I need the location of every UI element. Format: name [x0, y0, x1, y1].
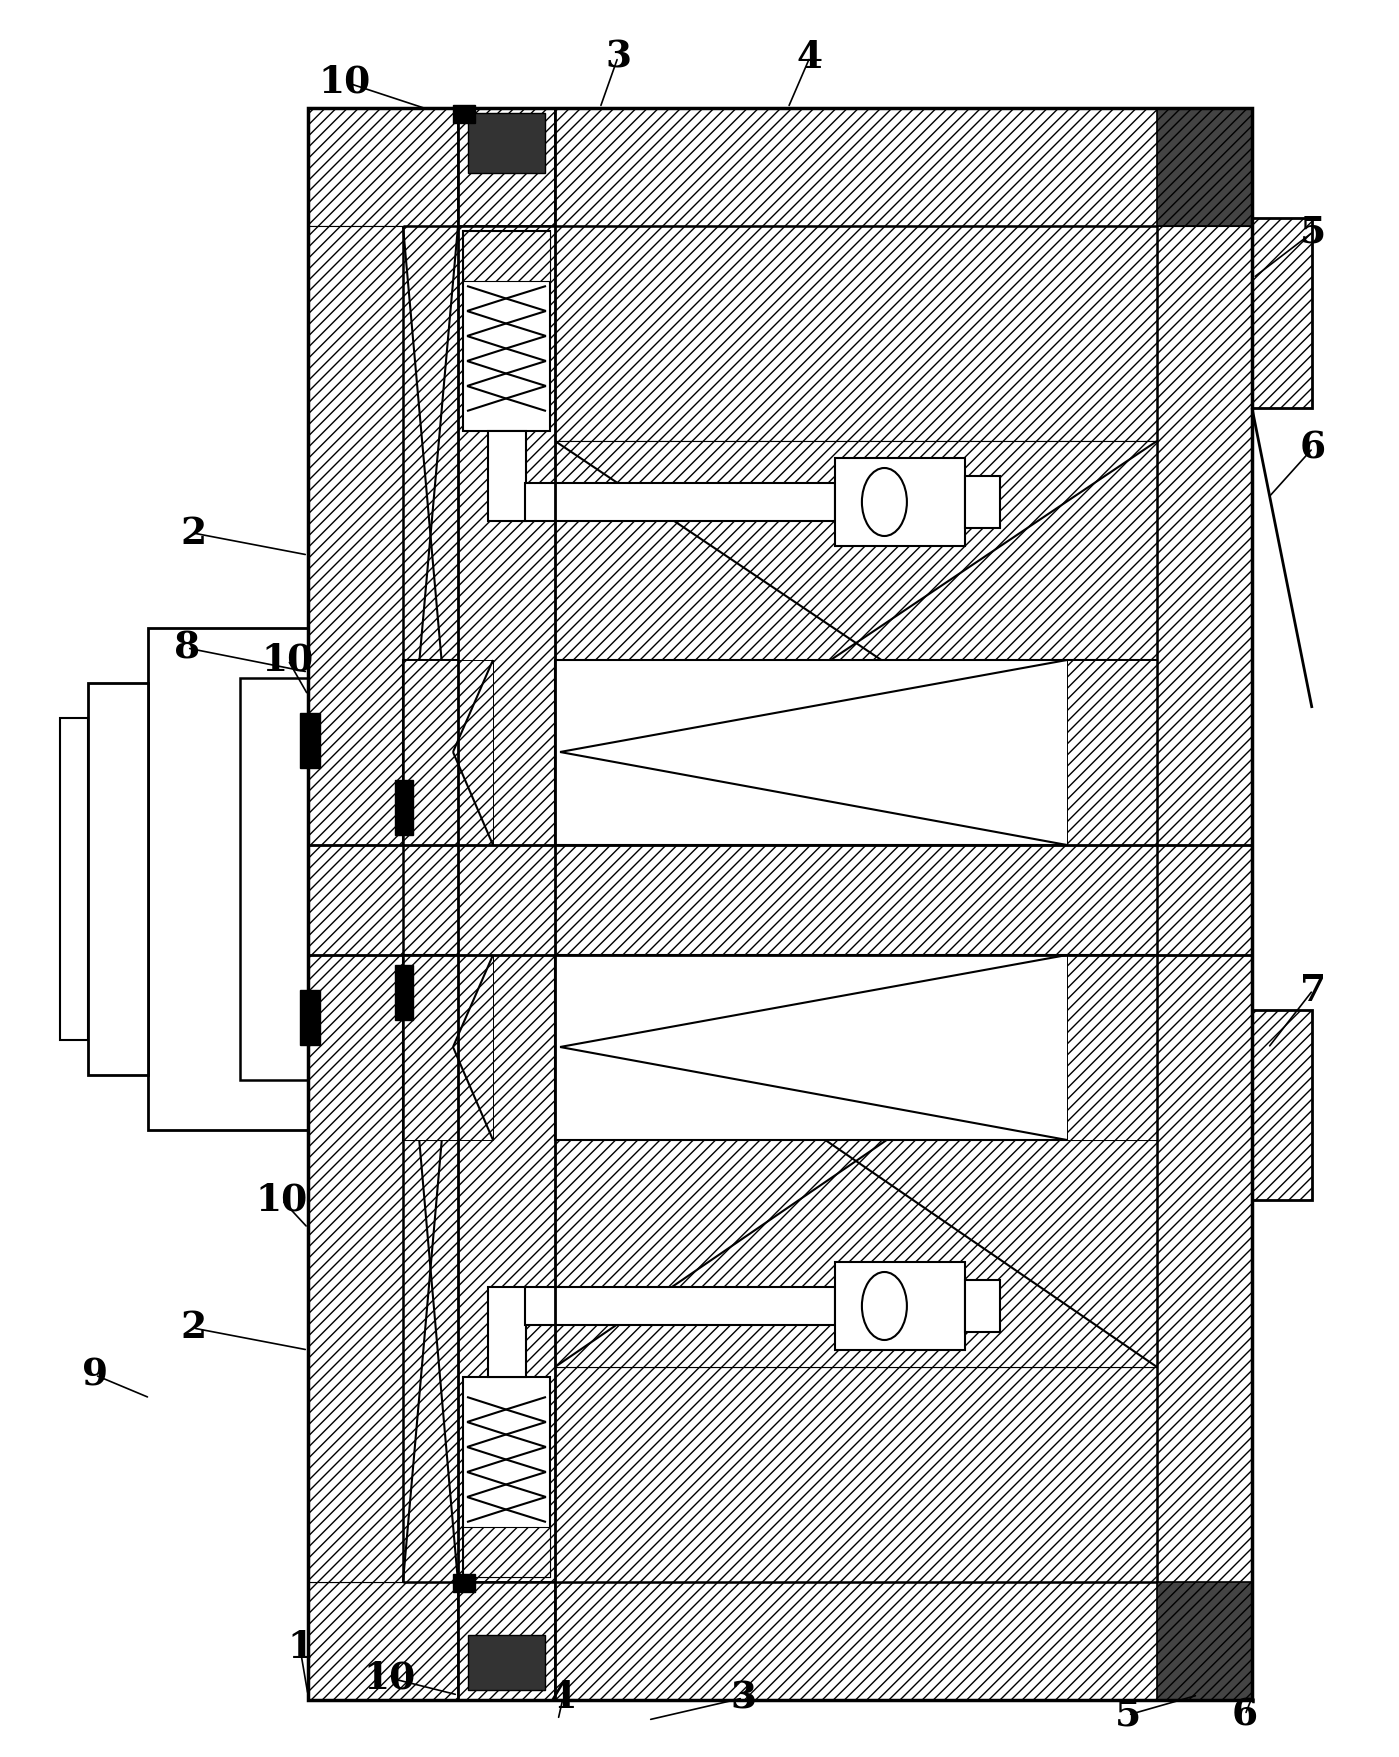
Text: 8: 8	[173, 629, 200, 666]
Bar	[463, 1377, 550, 1578]
Bar	[308, 1581, 1252, 1701]
Bar	[88, 683, 148, 1075]
Bar	[555, 227, 1157, 441]
Bar	[403, 956, 457, 1140]
Bar	[395, 965, 413, 1021]
Bar	[299, 713, 320, 768]
Bar	[403, 661, 457, 845]
Text: 2: 2	[180, 515, 206, 552]
Text: 6: 6	[1233, 1697, 1258, 1734]
Bar	[453, 105, 476, 123]
Bar	[457, 1581, 555, 1701]
Bar	[555, 956, 1157, 1140]
Bar	[1157, 107, 1252, 227]
Bar	[457, 956, 555, 1581]
Bar	[1157, 1581, 1252, 1701]
Bar	[555, 1581, 1157, 1701]
Text: 2: 2	[180, 1309, 206, 1346]
Bar	[308, 227, 403, 845]
Bar	[965, 1281, 1000, 1332]
Text: 4: 4	[550, 1680, 576, 1717]
Text: 5: 5	[1300, 214, 1326, 251]
Bar	[403, 956, 457, 1581]
Bar	[1252, 1010, 1312, 1200]
Text: 10: 10	[262, 641, 315, 678]
Bar	[457, 107, 555, 227]
Ellipse shape	[862, 1272, 907, 1341]
Bar	[487, 430, 526, 522]
Bar	[555, 661, 1157, 845]
Bar	[463, 230, 550, 430]
Bar	[555, 107, 1157, 227]
Bar	[526, 483, 835, 522]
Bar	[526, 1286, 835, 1325]
Text: 6: 6	[1300, 429, 1326, 467]
Bar	[1252, 218, 1312, 408]
Text: 4: 4	[797, 39, 823, 76]
Bar	[487, 1286, 526, 1377]
Bar	[308, 956, 403, 1581]
Bar	[469, 1636, 546, 1690]
Bar	[1067, 661, 1157, 845]
Bar	[308, 845, 1252, 956]
Bar	[1157, 227, 1252, 845]
Bar	[469, 112, 546, 172]
Bar	[403, 227, 457, 845]
Bar	[555, 956, 1157, 1367]
Bar	[555, 441, 1157, 845]
Bar	[148, 627, 308, 1130]
Bar	[965, 476, 1000, 529]
Text: 9: 9	[83, 1356, 108, 1393]
Bar	[241, 678, 308, 1081]
Text: 5: 5	[1115, 1697, 1142, 1734]
Text: 3: 3	[604, 39, 631, 76]
Bar	[555, 1367, 1157, 1581]
Bar	[463, 1527, 550, 1578]
Bar	[835, 1262, 965, 1349]
Text: 3: 3	[730, 1680, 755, 1717]
Bar	[60, 719, 88, 1040]
Text: 7: 7	[1300, 972, 1326, 1009]
Text: 1: 1	[287, 1629, 313, 1666]
Bar	[463, 230, 550, 281]
Bar	[835, 459, 965, 546]
Bar	[457, 227, 555, 845]
Ellipse shape	[862, 467, 907, 536]
Text: 10: 10	[256, 1181, 308, 1219]
Text: 10: 10	[364, 1660, 416, 1697]
Bar	[1067, 956, 1157, 1140]
Bar	[403, 956, 492, 1140]
Bar	[299, 989, 320, 1045]
Bar	[453, 1574, 476, 1592]
Bar	[403, 661, 492, 845]
Bar	[1157, 956, 1252, 1581]
Bar	[308, 107, 1252, 227]
Bar	[308, 107, 1252, 1701]
Text: 10: 10	[319, 63, 371, 100]
Bar	[395, 780, 413, 835]
